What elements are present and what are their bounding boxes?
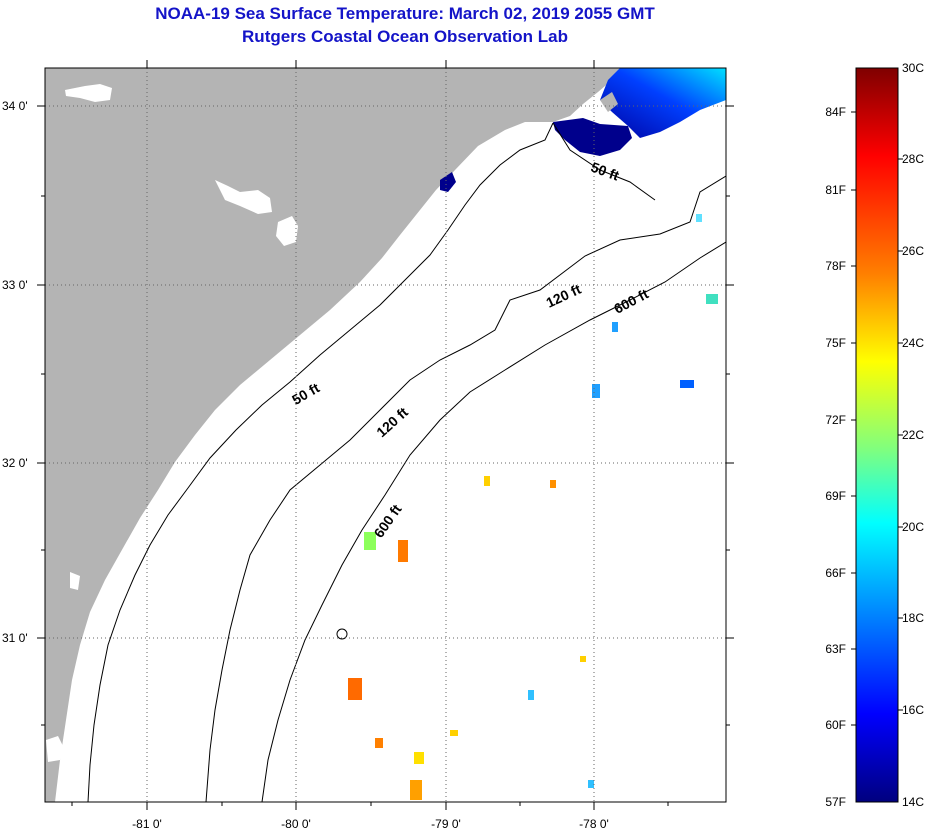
lon-label: -81 0' <box>132 817 162 831</box>
sst-pixel <box>414 752 424 764</box>
contour-ring <box>336 628 348 640</box>
sst-patch-offshore-ne <box>600 68 726 138</box>
lat-label: 34 0' <box>2 99 28 113</box>
lon-label: -79 0' <box>431 817 461 831</box>
map-title: NOAA-19 Sea Surface Temperature: March 0… <box>155 4 655 23</box>
colorbar-label-f: 63F <box>825 642 846 656</box>
colorbar-label-f: 75F <box>825 336 846 350</box>
colorbar-label-f: 66F <box>825 566 846 580</box>
colorbar-label-c: 20C <box>902 520 924 534</box>
colorbar-label-c: 18C <box>902 611 924 625</box>
lat-label: 33 0' <box>2 278 28 292</box>
sst-pixel <box>580 656 586 662</box>
lake <box>65 84 112 102</box>
map-subtitle: Rutgers Coastal Ocean Observation Lab <box>242 27 568 46</box>
lake <box>276 216 298 246</box>
colorbar-label-f: 69F <box>825 489 846 503</box>
sst-pixel <box>592 384 600 398</box>
colorbar-label-c: 22C <box>902 428 924 442</box>
colorbar-label-f: 60F <box>825 718 846 732</box>
map-frame <box>44 67 727 803</box>
sst-pixel <box>375 738 383 748</box>
lake <box>70 572 80 590</box>
lat-label: 32 0' <box>2 456 28 470</box>
contour-50ft <box>87 122 554 802</box>
colorbar-label-c: 14C <box>902 795 924 809</box>
colorbar-label-f: 57F <box>825 795 846 809</box>
colorbar-label-f: 78F <box>825 259 846 273</box>
land-spit <box>600 92 618 112</box>
sst-pixel <box>398 540 408 562</box>
sst-patch-small <box>440 172 456 192</box>
lat-lon-grid <box>45 68 726 802</box>
sst-pixel <box>450 730 458 736</box>
sst-pixel <box>612 322 618 332</box>
contour-120ft <box>205 175 726 802</box>
lake <box>46 736 64 762</box>
colorbar-label-f: 84F <box>825 105 846 119</box>
colorbar-label-c: 28C <box>902 152 924 166</box>
sst-pixel <box>706 294 718 304</box>
sst-pixel <box>588 780 594 788</box>
colorbar-ticks <box>851 111 903 726</box>
lat-label: 31 0' <box>2 631 28 645</box>
sst-pixel <box>364 532 376 550</box>
colorbar-label-c: 16C <box>902 703 924 717</box>
sst-pixel <box>696 214 702 222</box>
land-mass <box>45 68 620 802</box>
lon-label: -78 0' <box>579 817 609 831</box>
sst-pixel <box>528 690 534 700</box>
colorbar-label-f: 81F <box>825 183 846 197</box>
colorbar <box>855 67 899 803</box>
colorbar-label-c: 26C <box>902 244 924 258</box>
colorbar-label-c: 24C <box>902 336 924 350</box>
sst-pixel <box>484 476 490 486</box>
sst-patch-cape-fear <box>553 118 632 156</box>
sst-pixel <box>680 380 694 388</box>
sst-pixel <box>348 678 362 700</box>
sst-pixel <box>550 480 556 488</box>
colorbar-label-f: 72F <box>825 413 846 427</box>
contour-50ft-north <box>552 122 656 201</box>
colorbar-label-c: 30C <box>902 61 924 75</box>
axis-ticks <box>37 60 734 810</box>
lon-label: -80 0' <box>281 817 311 831</box>
lake <box>215 180 272 214</box>
sst-pixel <box>410 780 422 800</box>
contour-600ft <box>261 241 726 802</box>
